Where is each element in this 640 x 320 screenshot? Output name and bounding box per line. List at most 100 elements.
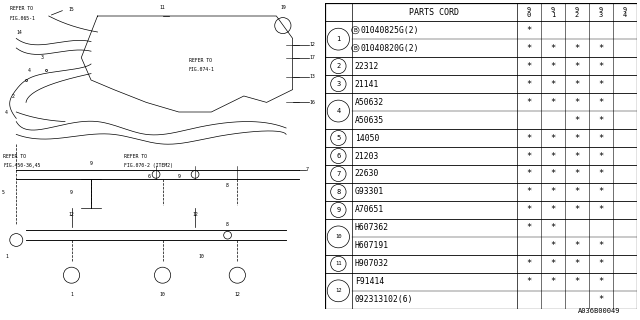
- Text: A036B00049: A036B00049: [579, 308, 621, 314]
- Text: FIG.074-1: FIG.074-1: [189, 67, 214, 72]
- Text: *: *: [526, 259, 531, 268]
- Text: *: *: [526, 151, 531, 161]
- Text: 9: 9: [336, 207, 340, 213]
- Text: 9
0: 9 0: [527, 7, 531, 18]
- Text: 12: 12: [335, 288, 342, 293]
- Text: *: *: [550, 188, 556, 196]
- Text: *: *: [598, 295, 604, 304]
- Text: 7: 7: [336, 171, 340, 177]
- Text: *: *: [598, 259, 604, 268]
- Text: *: *: [574, 188, 579, 196]
- Text: H607362: H607362: [355, 223, 389, 232]
- Text: 1: 1: [5, 253, 8, 259]
- Text: 4: 4: [5, 109, 8, 115]
- Text: *: *: [574, 80, 579, 89]
- Text: *: *: [526, 133, 531, 142]
- Text: *: *: [574, 133, 579, 142]
- Text: A50632: A50632: [355, 98, 384, 107]
- Text: *: *: [598, 151, 604, 161]
- Text: *: *: [550, 44, 556, 53]
- Text: 8: 8: [226, 221, 229, 227]
- Text: REFER TO: REFER TO: [189, 58, 212, 63]
- Text: *: *: [550, 241, 556, 250]
- Text: *: *: [574, 44, 579, 53]
- Text: 1: 1: [70, 292, 73, 297]
- Text: *: *: [526, 26, 531, 35]
- Text: *: *: [598, 98, 604, 107]
- Text: *: *: [550, 277, 556, 286]
- Text: B: B: [353, 28, 357, 33]
- Text: 3: 3: [41, 55, 44, 60]
- Text: *: *: [550, 223, 556, 232]
- Text: *: *: [598, 170, 604, 179]
- Text: A70651: A70651: [355, 205, 384, 214]
- Text: REFER TO: REFER TO: [3, 154, 26, 159]
- Text: 6: 6: [148, 173, 151, 179]
- Text: 13: 13: [310, 74, 316, 79]
- Text: 12: 12: [310, 42, 316, 47]
- Text: *: *: [550, 259, 556, 268]
- Text: 9
4: 9 4: [623, 7, 627, 18]
- Text: *: *: [526, 277, 531, 286]
- Text: 4: 4: [28, 68, 31, 73]
- Text: 10: 10: [160, 292, 165, 297]
- Text: *: *: [550, 151, 556, 161]
- Text: *: *: [550, 170, 556, 179]
- Text: *: *: [598, 62, 604, 71]
- Text: *: *: [526, 205, 531, 214]
- Text: *: *: [598, 241, 604, 250]
- Text: *: *: [574, 62, 579, 71]
- Text: 14: 14: [16, 29, 22, 35]
- Text: 21141: 21141: [355, 80, 379, 89]
- Text: A50635: A50635: [355, 116, 384, 124]
- Text: *: *: [598, 205, 604, 214]
- Text: *: *: [526, 80, 531, 89]
- Text: 1: 1: [336, 36, 340, 42]
- Text: 9
2: 9 2: [575, 7, 579, 18]
- Text: 17: 17: [310, 55, 316, 60]
- Text: 7: 7: [306, 167, 308, 172]
- Text: 9
1: 9 1: [550, 7, 555, 18]
- Text: 3: 3: [336, 81, 340, 87]
- Text: *: *: [574, 170, 579, 179]
- Text: 2: 2: [12, 93, 15, 99]
- Text: *: *: [598, 133, 604, 142]
- Text: 9: 9: [177, 173, 180, 179]
- Text: 12: 12: [192, 212, 198, 217]
- Text: *: *: [526, 62, 531, 71]
- Text: 9: 9: [70, 189, 73, 195]
- Text: *: *: [598, 188, 604, 196]
- Text: 15: 15: [68, 7, 74, 12]
- Text: FIG.065-1: FIG.065-1: [10, 16, 36, 21]
- Text: *: *: [574, 241, 579, 250]
- Text: 5: 5: [2, 189, 4, 195]
- Text: *: *: [574, 277, 579, 286]
- Text: 19: 19: [280, 4, 285, 10]
- Text: 01040825G(2): 01040825G(2): [360, 26, 419, 35]
- Text: 092313102(6): 092313102(6): [355, 295, 413, 304]
- Text: *: *: [598, 116, 604, 124]
- Text: 4: 4: [336, 108, 340, 114]
- Text: 5: 5: [336, 135, 340, 141]
- Text: *: *: [574, 116, 579, 124]
- Text: *: *: [574, 98, 579, 107]
- Text: *: *: [526, 98, 531, 107]
- Text: 01040820G(2): 01040820G(2): [360, 44, 419, 53]
- Text: 12: 12: [68, 212, 74, 217]
- Text: *: *: [574, 151, 579, 161]
- Text: *: *: [598, 277, 604, 286]
- Text: 9: 9: [90, 161, 92, 166]
- Text: 6: 6: [336, 153, 340, 159]
- Text: *: *: [526, 44, 531, 53]
- Text: 14050: 14050: [355, 133, 379, 142]
- Text: *: *: [550, 80, 556, 89]
- Text: B: B: [353, 46, 357, 51]
- Text: 11: 11: [335, 261, 342, 266]
- Text: H607191: H607191: [355, 241, 389, 250]
- Text: 10: 10: [335, 234, 342, 239]
- Text: *: *: [598, 44, 604, 53]
- Text: 8: 8: [336, 189, 340, 195]
- Text: 12: 12: [234, 292, 240, 297]
- Text: 21203: 21203: [355, 151, 379, 161]
- Text: 16: 16: [310, 100, 316, 105]
